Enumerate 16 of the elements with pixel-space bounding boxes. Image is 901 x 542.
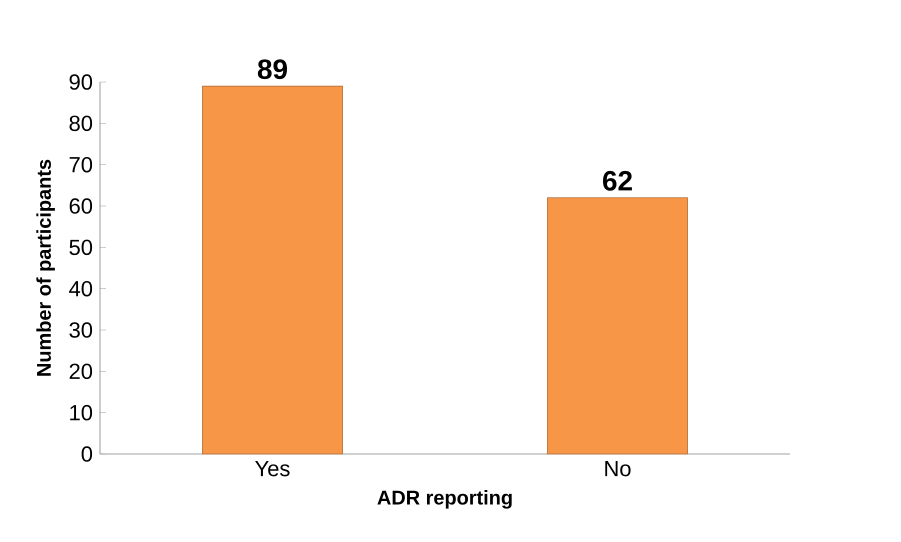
x-axis-title: ADR reporting	[377, 490, 512, 509]
y-tick-label: 60	[70, 198, 92, 214]
y-tick-label: 20	[70, 364, 92, 380]
y-axis-title: Number of participants	[36, 160, 55, 376]
y-tick-label: 90	[70, 74, 92, 90]
y-tick-label: 80	[70, 116, 92, 132]
y-tick-label: 70	[70, 156, 92, 172]
data-label: 62	[603, 170, 632, 191]
y-tick-label: 10	[70, 404, 92, 420]
y-tick-label: 0	[82, 446, 92, 462]
y-tick-label: 40	[69, 280, 92, 296]
y-tick-label: 30	[69, 322, 92, 338]
x-tick-label: Yes	[255, 461, 290, 476]
x-tick-label: No	[605, 461, 631, 476]
data-label: 89	[258, 59, 287, 80]
y-tick-label: 50	[69, 240, 92, 256]
